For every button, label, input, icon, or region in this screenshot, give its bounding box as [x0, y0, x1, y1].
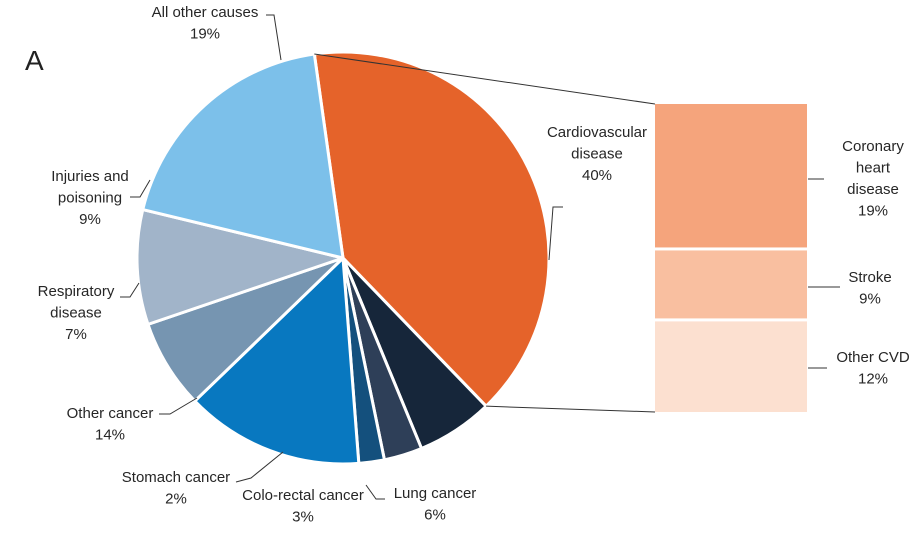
pie-slice-6: [135, 208, 345, 326]
leader-line-7: [266, 14, 282, 61]
pie-label-5: Respiratory disease 7%: [38, 283, 115, 343]
pie-label-6-line: Injuries and: [51, 168, 129, 185]
breakdown-label-1-line: 9%: [859, 291, 881, 308]
breakdown-label-0-line: 19%: [858, 203, 888, 220]
pie-slice-7: [141, 52, 345, 260]
pie-label-0-line: disease: [571, 146, 623, 163]
pie-label-6-line: poisoning: [58, 190, 122, 207]
leader-line-4: [159, 397, 198, 415]
pie-label-3-line: Stomach cancer: [122, 469, 230, 486]
pie-label-0: Cardiovascular disease 40%: [547, 124, 647, 184]
pie-slice-4: [193, 256, 361, 466]
connector-line-top: [314, 53, 656, 105]
breakdown-label-0-line: disease: [847, 181, 899, 198]
breakdown-label-2: Other CVD 12%: [836, 349, 910, 388]
pie-label-5-line: disease: [50, 305, 102, 322]
pie-label-5-line: Respiratory: [38, 283, 115, 300]
pie-label-1: Lung cancer 6%: [394, 485, 477, 524]
pie-label-7: All other causes 19%: [152, 4, 259, 43]
pie-label-2-line: 3%: [292, 509, 314, 526]
panel-label: A: [25, 45, 44, 76]
pie-label-2-line: Colo-rectal cancer: [242, 487, 364, 504]
leader-line-1: [365, 484, 385, 500]
pie-label-3: Stomach cancer 2%: [122, 469, 230, 508]
pie-label-4-line: Other cancer: [67, 405, 154, 422]
pie-label-0-line: Cardiovascular: [547, 124, 647, 141]
pie-label-4-line: 14%: [95, 427, 125, 444]
pie-slice-0: [312, 50, 551, 408]
breakdown-label-2-line: 12%: [858, 371, 888, 388]
pie-label-6: Injuries and poisoning 9%: [51, 168, 129, 228]
pie-label-0-line: 40%: [582, 167, 612, 184]
breakdown-label-1-line: Stroke: [848, 269, 891, 286]
pie-label-7-line: 19%: [190, 26, 220, 43]
pie-label-6-line: 9%: [79, 211, 101, 228]
pie-label-4: Other cancer 14%: [67, 405, 154, 444]
leader-line-5: [120, 282, 140, 298]
pie-label-2: Colo-rectal cancer 3%: [242, 487, 364, 526]
breakdown-segment-2: [655, 321, 807, 412]
breakdown-label-1: Stroke 9%: [848, 269, 891, 308]
leader-line-3: [235, 451, 284, 483]
breakdown-label-0: Coronary heart disease 19%: [842, 138, 904, 220]
breakdown-label-0-line: Coronary: [842, 138, 904, 155]
breakdown-segment-0: [655, 104, 807, 248]
pie-label-1-line: Lung cancer: [394, 485, 477, 502]
pie-label-3-line: 2%: [165, 491, 187, 508]
breakdown-label-2-line: Other CVD: [836, 349, 910, 366]
pie-label-5-line: 7%: [65, 326, 87, 343]
breakdown-segment-1: [655, 250, 807, 319]
connector-line-bottom: [486, 405, 656, 413]
breakdown-label-0-line: heart: [856, 160, 891, 177]
leader-line-6: [130, 179, 151, 198]
leader-line-0: [548, 206, 563, 261]
pie-label-7-line: All other causes: [152, 4, 259, 21]
pie-label-1-line: 6%: [424, 507, 446, 524]
